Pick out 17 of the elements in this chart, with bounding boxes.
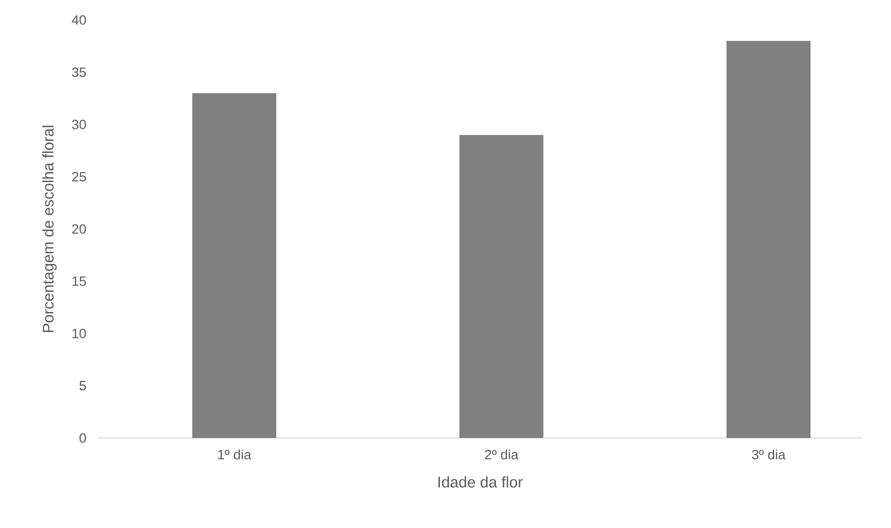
y-tick-label: 30: [72, 120, 86, 130]
y-tick-label: 20: [72, 224, 86, 234]
y-tick-label: 25: [72, 172, 86, 182]
y-tick-label: 0: [80, 433, 86, 443]
bar: [459, 134, 544, 438]
y-tick-label: 15: [72, 276, 86, 286]
x-axis-title: Idade da flor: [438, 476, 523, 488]
y-axis-title: Porcentagem de escolha floral: [42, 126, 57, 332]
x-tick-label: 3º dia: [752, 450, 786, 460]
x-tick-label: 2º dia: [485, 450, 518, 460]
y-tick-label: 35: [72, 67, 86, 78]
bar: [192, 93, 276, 438]
y-tick-label: 40: [72, 15, 86, 25]
x-tick-label: 1º dia: [218, 450, 252, 460]
bar: [726, 40, 811, 438]
y-tick-label: 5: [80, 381, 86, 390]
y-tick-label: 10: [72, 328, 86, 338]
